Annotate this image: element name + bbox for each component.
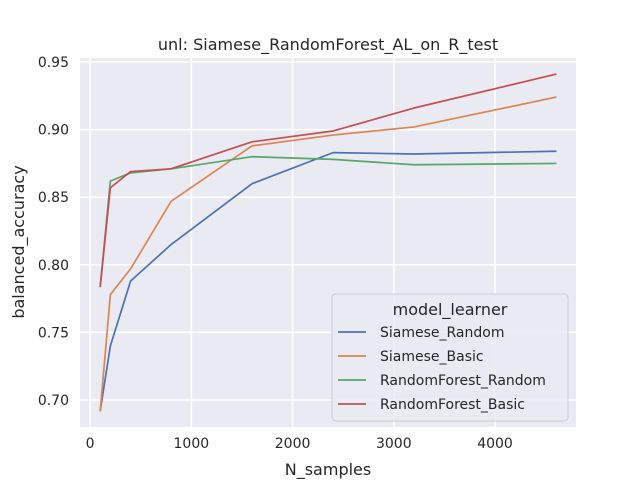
legend-entries: Siamese_Random Siamese_Basic RandomForest_… bbox=[338, 325, 546, 413]
legend: model_learner Siamese_Random Siamese_Basi… bbox=[331, 293, 569, 422]
series-line-0 bbox=[99, 150, 557, 412]
x-tick-label: 3000 bbox=[376, 436, 412, 452]
y-tick-label: 0.75 bbox=[38, 325, 69, 341]
x-tick-label: 1000 bbox=[174, 436, 210, 452]
series-lines bbox=[99, 73, 557, 412]
x-axis-ticks: 0 1000 2000 3000 4000 bbox=[86, 436, 513, 452]
x-axis-label: N_samples bbox=[285, 460, 371, 480]
x-tick-label: 4000 bbox=[477, 436, 513, 452]
y-tick-label: 0.85 bbox=[38, 190, 69, 206]
series-line-1 bbox=[99, 96, 557, 412]
legend-label: Siamese_Random bbox=[380, 325, 504, 341]
chart-title: unl: Siamese_RandomForest_AL_on_R_test bbox=[158, 35, 498, 55]
series-line-2 bbox=[99, 155, 557, 288]
y-axis-ticks: 0.70 0.75 0.80 0.85 0.90 0.95 bbox=[38, 55, 69, 409]
y-tick-label: 0.95 bbox=[38, 55, 69, 71]
y-tick-label: 0.90 bbox=[38, 123, 69, 139]
legend-title: model_learner bbox=[393, 300, 508, 320]
x-tick-label: 2000 bbox=[275, 436, 311, 452]
series-line-3 bbox=[99, 73, 557, 288]
x-tick-label: 0 bbox=[86, 436, 95, 452]
legend-label: RandomForest_Random bbox=[380, 373, 546, 389]
grid-lines bbox=[80, 58, 576, 427]
legend-label: Siamese_Basic bbox=[380, 349, 484, 365]
legend-label: RandomForest_Basic bbox=[380, 397, 525, 413]
y-tick-label: 0.80 bbox=[38, 258, 69, 274]
legend-box bbox=[331, 293, 569, 422]
y-axis-label: balanced_accuracy bbox=[9, 165, 29, 318]
y-tick-label: 0.70 bbox=[38, 393, 69, 409]
